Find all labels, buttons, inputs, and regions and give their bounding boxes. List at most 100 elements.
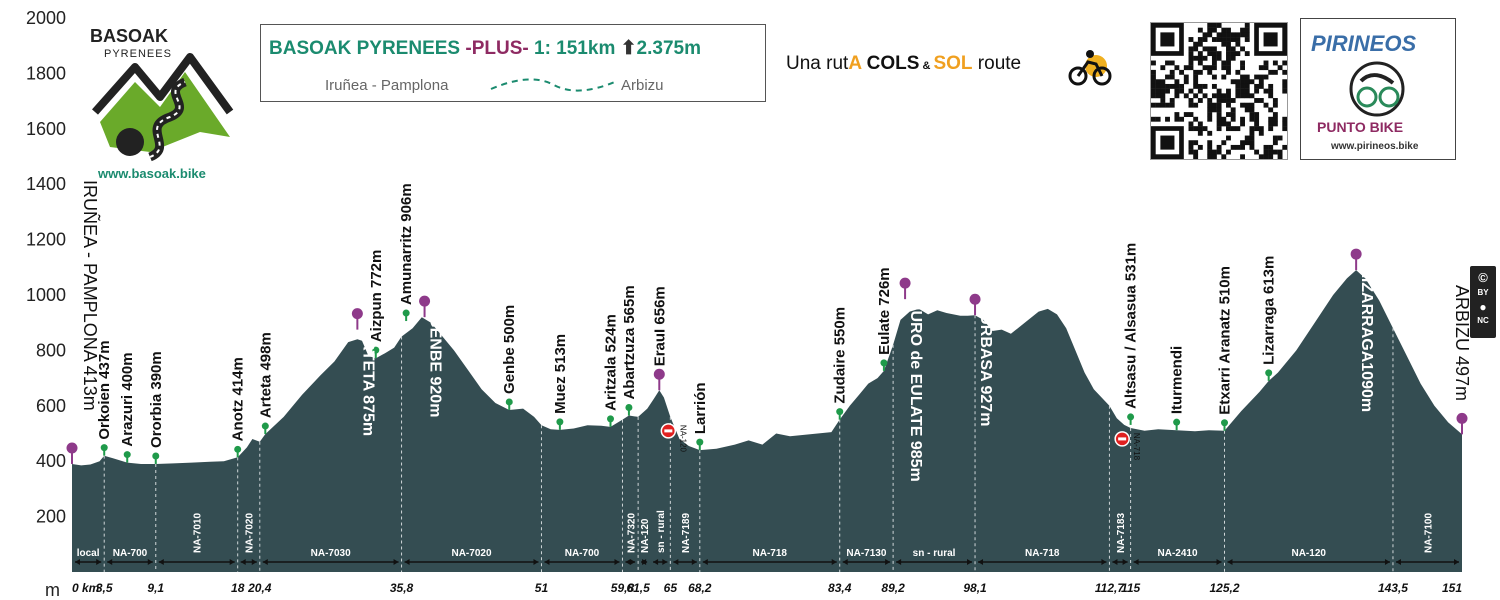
qr-code[interactable]	[1150, 22, 1288, 160]
km-guides	[103, 315, 1394, 572]
qr-module	[1268, 93, 1274, 99]
qr-module	[1183, 93, 1189, 99]
qr-module	[1155, 83, 1161, 89]
no-entry-bar	[1118, 437, 1127, 441]
qr-module	[1188, 55, 1194, 61]
qr-module	[1254, 149, 1260, 155]
qr-module	[1169, 83, 1175, 89]
qr-module	[1263, 88, 1269, 94]
qr-module	[1244, 135, 1250, 141]
qr-module	[1197, 55, 1203, 61]
town-marker	[261, 422, 269, 430]
route-from: Iruñea - Pamplona	[325, 77, 449, 94]
qr-module	[1216, 121, 1222, 127]
road-arrow-right	[642, 559, 648, 565]
qr-module	[1282, 83, 1288, 89]
town-marker	[607, 415, 615, 423]
brand-subtitle: PYRENEES	[104, 48, 172, 60]
qr-module	[1197, 51, 1203, 57]
qr-module	[1216, 149, 1222, 155]
tagline-suffix: route	[972, 53, 1022, 74]
qr-module	[1207, 149, 1213, 155]
summit-marker	[653, 368, 665, 380]
qr-module	[1268, 144, 1274, 150]
qr-module	[1197, 60, 1203, 66]
road-arrow-right	[691, 559, 697, 565]
qr-module	[1151, 79, 1156, 85]
tagline-sol: SOL	[933, 53, 973, 74]
road-label: NA-7020	[245, 513, 256, 553]
qr-module	[1258, 83, 1264, 89]
qr-module	[1188, 88, 1194, 94]
qr-module	[1249, 126, 1255, 132]
road-segments: local NA-700 NA-7010 NA-7020 NA-7030 NA-7020 N…	[75, 510, 1459, 565]
qr-module	[1268, 116, 1274, 122]
summit-marker	[969, 293, 981, 305]
qr-module	[1221, 154, 1227, 160]
qr-module	[1240, 27, 1245, 33]
qr-module	[1151, 69, 1156, 75]
qr-module	[1211, 149, 1217, 155]
y-tick-label: 1800	[26, 63, 66, 83]
qr-module	[1258, 74, 1264, 80]
qr-module	[1202, 93, 1208, 99]
road-label: NA-700	[113, 548, 148, 559]
qr-module	[1193, 69, 1199, 75]
qr-module	[1254, 126, 1260, 132]
qr-module	[1240, 60, 1245, 66]
qr-module	[1193, 154, 1199, 160]
qr-module	[1240, 88, 1245, 94]
qr-module	[1216, 116, 1222, 122]
qr-module	[1226, 37, 1231, 42]
qr-module	[1197, 83, 1203, 89]
qr-module	[1272, 60, 1278, 66]
qr-module	[1268, 149, 1274, 155]
qr-module	[1221, 27, 1227, 33]
qr-module	[1230, 116, 1236, 122]
qr-module	[1282, 88, 1288, 94]
cc-by: BY	[1477, 288, 1489, 297]
cc-icon: ©	[1478, 270, 1488, 285]
qr-module	[1226, 41, 1231, 47]
qr-module	[1211, 23, 1217, 28]
qr-module	[1258, 130, 1264, 136]
town-marker	[1221, 419, 1229, 427]
qr-module	[1193, 116, 1199, 122]
qr-module	[1221, 98, 1227, 103]
qr-module	[1230, 46, 1236, 52]
qr-module	[1221, 65, 1227, 71]
qr-module	[1193, 149, 1199, 155]
waypoint-label: Iturmendi	[1169, 346, 1186, 414]
qr-module	[1183, 112, 1189, 117]
km-tick-label: 125,2	[1209, 581, 1239, 595]
km-tick-label: 18	[231, 581, 245, 595]
qr-module	[1193, 102, 1199, 108]
tagline-a: A	[848, 53, 862, 74]
qr-module	[1160, 83, 1166, 89]
qr-module	[1235, 83, 1241, 89]
qr-module	[1207, 27, 1213, 33]
qr-module	[1240, 116, 1245, 122]
town-marker	[152, 452, 160, 460]
y-tick-label: 1200	[26, 230, 66, 250]
qr-module	[1207, 98, 1213, 103]
qr-module	[1226, 149, 1231, 155]
qr-module	[1221, 93, 1227, 99]
waypoint-label: ErauI 656m	[651, 286, 668, 366]
qr-module	[1221, 140, 1227, 146]
qr-module	[1221, 60, 1227, 66]
qr-code-icon	[1151, 23, 1288, 160]
qr-module	[1272, 140, 1278, 146]
qr-module	[1258, 79, 1264, 85]
summit-label: ARTETA 875m	[359, 328, 376, 436]
road-label: local	[77, 548, 100, 559]
qr-module	[1151, 74, 1156, 80]
town-marker	[1127, 413, 1135, 421]
qr-module	[1151, 116, 1156, 122]
qr-module	[1272, 121, 1278, 127]
road-sign-label: NA-718	[1132, 433, 1141, 461]
qr-module	[1226, 88, 1231, 94]
qr-module	[1216, 98, 1222, 103]
qr-module	[1268, 88, 1274, 94]
qr-module	[1207, 65, 1213, 71]
